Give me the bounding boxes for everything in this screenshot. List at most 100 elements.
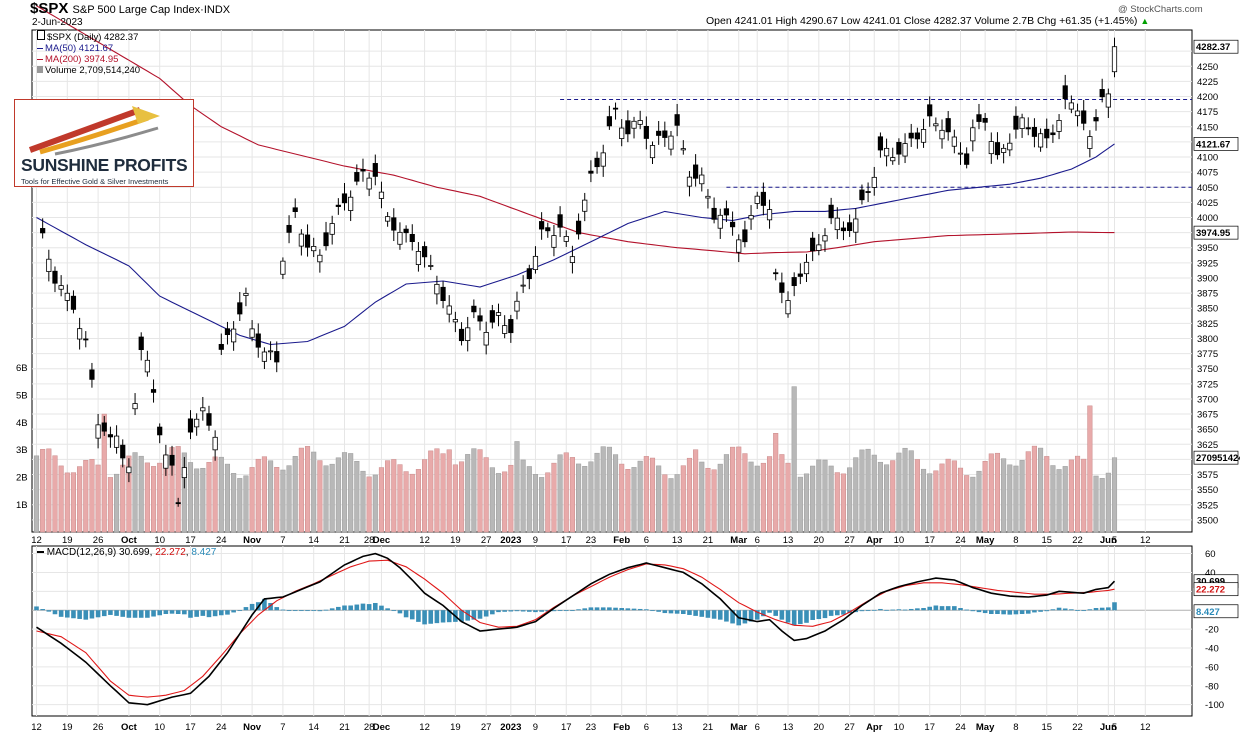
volume-bar: [994, 452, 1001, 533]
candle-body: [612, 107, 619, 110]
volume-bar: [637, 460, 643, 533]
candle-body: [489, 310, 495, 323]
macd-histogram-bar: [1019, 610, 1025, 614]
volume-tick-label: 4B: [16, 418, 28, 429]
candle-body: [95, 424, 101, 439]
candle-body: [637, 120, 643, 125]
candle-body: [403, 228, 409, 234]
macd-histogram-bar: [933, 605, 939, 611]
date-tick-label: May: [976, 722, 995, 733]
candle-body: [341, 193, 348, 204]
macd-tick-label: -60: [1205, 662, 1219, 673]
volume-bar: [385, 460, 391, 533]
macd-histogram-bar: [101, 610, 107, 617]
volume-bar: [403, 471, 409, 533]
volume-bar: [224, 463, 231, 533]
candle-body: [545, 227, 551, 232]
index-name: S&P 500 Large Cap Index: [72, 4, 201, 16]
volume-bar: [64, 472, 70, 533]
volume-bar: [150, 466, 157, 533]
macd-histogram-bar: [865, 610, 871, 612]
volume-bar: [434, 448, 440, 533]
macd-histogram-bar: [83, 610, 89, 620]
volume-bar: [717, 463, 723, 533]
date-tick-label: 12: [31, 722, 42, 733]
candle-body: [514, 300, 520, 312]
macd-histogram-bar: [816, 610, 822, 620]
macd-histogram-bar: [1001, 610, 1006, 615]
macd-histogram-bar: [964, 609, 969, 611]
macd-histogram-bar: [717, 610, 723, 620]
macd-histogram-bar: [748, 610, 754, 622]
macd-histogram-bar: [502, 610, 507, 612]
macd-histogram-bar: [989, 610, 994, 614]
up-arrow-icon: ▲: [1140, 16, 1150, 26]
volume-bar: [532, 474, 539, 533]
date-tick-label: 24: [955, 535, 966, 546]
volume-bar: [304, 446, 311, 533]
date-tick-label: 10: [154, 535, 165, 546]
macd-histogram-bar: [342, 605, 347, 611]
volume-bar: [311, 451, 317, 533]
volume-bar: [853, 457, 859, 533]
macd-histogram-bar: [114, 610, 119, 616]
macd-histogram-bar: [958, 608, 963, 611]
volume-bar: [730, 446, 736, 533]
candle-body: [428, 265, 434, 267]
volume-bar: [366, 476, 372, 533]
ma200-price-tag: 3974.95: [1196, 228, 1231, 239]
price-tick-label: 4025: [1197, 198, 1218, 209]
volume-bar: [539, 477, 545, 533]
macd-histogram-bar: [551, 610, 557, 612]
candle-body: [964, 153, 970, 165]
candle-body: [693, 164, 699, 179]
volume-tick-label: 5B: [16, 390, 28, 401]
volume-bar: [268, 460, 274, 533]
date-tick-label: 13: [672, 535, 683, 546]
candle-body: [471, 305, 477, 313]
exchange: INDX: [203, 4, 231, 16]
candle-body: [656, 130, 662, 136]
candle-body: [360, 169, 366, 172]
volume-bar: [138, 455, 144, 533]
volume-bar: [797, 476, 803, 533]
candle-body: [877, 136, 884, 151]
macd-histogram-bar: [915, 608, 920, 611]
volume-bar: [699, 461, 705, 533]
volume-bar: [908, 450, 914, 533]
macd-histogram-bar: [329, 608, 335, 611]
candle-body: [754, 195, 760, 204]
candle-body: [477, 315, 483, 322]
candle-body: [865, 191, 871, 193]
macd-histogram-bar: [730, 610, 735, 624]
volume-bar: [249, 467, 255, 533]
volume-bar: [89, 459, 95, 533]
macd-histogram-bar: [798, 610, 803, 625]
volume-bar: [181, 452, 187, 533]
volume-bar: [964, 475, 970, 533]
candle-body: [113, 435, 120, 448]
volume-bar: [286, 465, 292, 533]
volume-bar: [391, 459, 397, 533]
candle-body: [1068, 102, 1074, 110]
macd-histogram-bar: [822, 610, 828, 619]
candle-body: [539, 221, 545, 230]
volume-bar: [194, 468, 200, 533]
sunshine-profits-logo: SUNSHINE PROFITS Tools for Effective Gol…: [14, 99, 194, 187]
volume-bar: [588, 461, 594, 533]
date-tick-label: 12: [419, 535, 430, 546]
macd-histogram-bar: [681, 610, 686, 614]
volume-bar: [1019, 460, 1025, 533]
candle-body: [773, 272, 779, 275]
candle-body: [890, 157, 896, 162]
macd-histogram-bar: [219, 610, 224, 616]
candle-body: [1007, 142, 1013, 151]
volume-bar: [70, 472, 77, 533]
date-tick-label: 12: [1140, 535, 1151, 546]
macd-histogram-bar: [65, 610, 70, 618]
candle-body: [631, 120, 637, 129]
volume-bar: [619, 463, 625, 533]
candle-body: [1111, 46, 1118, 73]
price-tick-label: 3750: [1197, 364, 1218, 375]
macd-histogram-bar: [810, 610, 815, 620]
